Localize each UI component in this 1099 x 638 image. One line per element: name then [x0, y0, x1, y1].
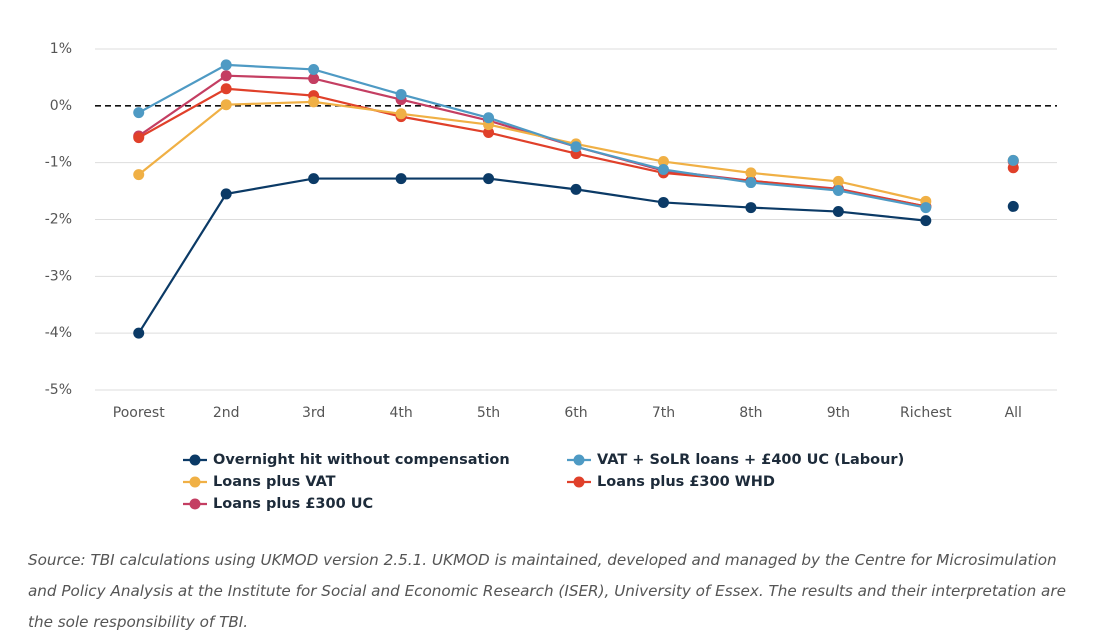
legend-label: Loans plus VAT — [213, 474, 336, 490]
x-tick-label: 7th — [652, 405, 675, 421]
point — [745, 202, 757, 214]
point — [483, 112, 495, 124]
x-tick-label: 3rd — [302, 405, 325, 421]
legend-label: Loans plus £300 UC — [213, 496, 373, 512]
x-tick-label: All — [1005, 405, 1022, 421]
chart: 1% 0% -1% -2% -3% -4% -5% Poorest 2nd 3rd 4th 5th 6t… — [45, 41, 1057, 512]
x-tick-label: 4th — [389, 405, 412, 421]
point — [133, 327, 145, 339]
point — [133, 107, 145, 119]
point — [220, 83, 232, 95]
point — [395, 88, 407, 100]
point — [745, 167, 757, 179]
point — [483, 173, 495, 185]
y-tick-label: -4% — [45, 325, 72, 341]
legend-label: VAT + SoLR loans + £400 UC (Labour) — [597, 452, 904, 468]
y-tick-label: -5% — [45, 382, 72, 398]
point — [220, 59, 232, 71]
y-tick-label: 1% — [50, 41, 72, 57]
point — [1007, 200, 1019, 212]
x-tick-label: Richest — [900, 405, 952, 421]
x-tick-label: 8th — [739, 405, 762, 421]
legend-marker — [189, 454, 201, 466]
legend-marker — [189, 476, 201, 488]
series-line — [138, 100, 927, 203]
y-tick-label: -1% — [45, 155, 72, 171]
point — [920, 215, 932, 227]
point — [832, 185, 844, 197]
point — [220, 99, 232, 111]
point — [745, 177, 757, 189]
point — [308, 73, 320, 85]
point — [657, 163, 669, 175]
point — [657, 196, 669, 208]
point — [308, 96, 320, 108]
point — [657, 156, 669, 168]
legend-marker — [573, 476, 585, 488]
x-tick-label: Poorest — [113, 405, 165, 421]
point — [220, 70, 232, 82]
x-tick-label: 9th — [827, 405, 850, 421]
point — [133, 169, 145, 181]
legend-label: Overnight hit without compensation — [213, 452, 510, 468]
x-tick-label: 5th — [477, 405, 500, 421]
source-note: Source: TBI calculations using UKMOD ver… — [28, 551, 1066, 631]
legend-marker — [189, 498, 201, 510]
point — [395, 173, 407, 185]
point — [1007, 154, 1019, 166]
point — [483, 127, 495, 139]
x-tick-label: 6th — [564, 405, 587, 421]
series-line — [138, 87, 927, 208]
point — [920, 202, 932, 214]
legend-label: Loans plus £300 WHD — [597, 474, 775, 490]
y-tick-label: -3% — [45, 268, 72, 284]
point — [308, 63, 320, 75]
x-tick-label: 2nd — [213, 405, 240, 421]
y-tick-label: -2% — [45, 212, 72, 228]
point — [133, 132, 145, 144]
y-tick-label: 0% — [50, 98, 72, 114]
point — [832, 206, 844, 218]
point — [570, 141, 582, 153]
point — [220, 188, 232, 200]
series-line — [137, 177, 926, 334]
point — [308, 173, 320, 185]
point — [395, 108, 407, 120]
legend-marker — [573, 454, 585, 466]
series-line — [138, 63, 927, 209]
point — [832, 175, 844, 187]
point — [570, 183, 582, 195]
